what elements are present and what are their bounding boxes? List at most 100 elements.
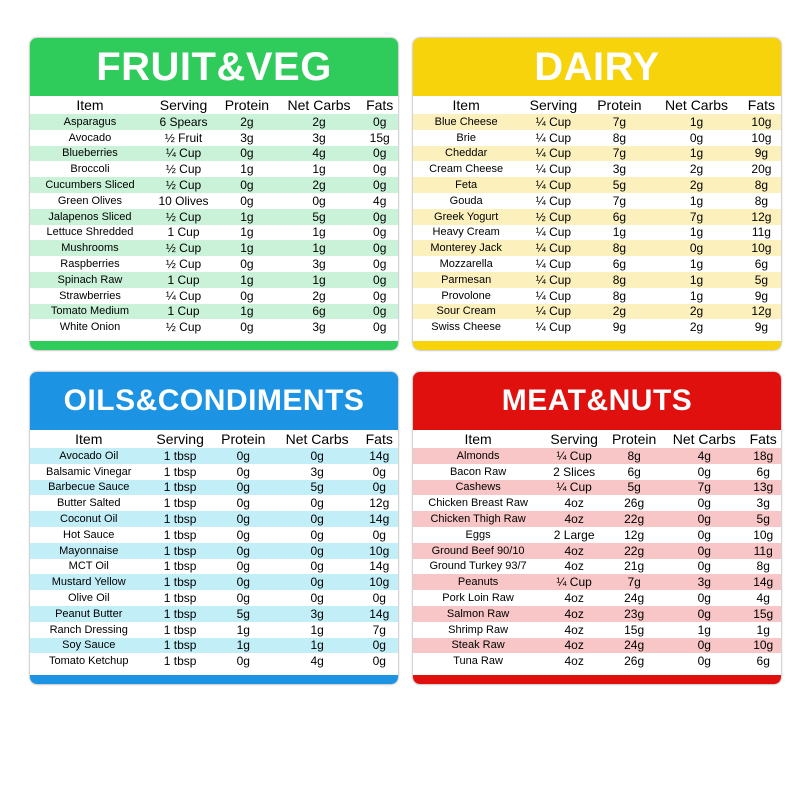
table-cell: Mayonnaise bbox=[59, 544, 119, 557]
table-cell: 1g bbox=[689, 193, 704, 208]
table-cell: 11g bbox=[753, 543, 773, 558]
table-cell: 14g bbox=[369, 606, 390, 621]
table-row: Broccoli ½ Cup 1g 1g 0g bbox=[30, 161, 398, 177]
table-cell: 8g bbox=[612, 272, 627, 287]
table-cell: ¼ Cup bbox=[535, 178, 572, 193]
table-cell: ½ Cup bbox=[165, 257, 202, 272]
table-cell: 5g bbox=[754, 272, 769, 287]
table-row: Soy Sauce 1 tbsp 1g 1g 0g bbox=[30, 637, 398, 654]
table-cell: Peanuts bbox=[457, 576, 499, 589]
table-cell: 1g bbox=[689, 225, 704, 240]
table-cell: 0g bbox=[697, 512, 711, 527]
table-cell: 0g bbox=[373, 225, 387, 240]
table-cell: 0g bbox=[310, 448, 324, 463]
table-row: Cucumbers Sliced ½ Cup 0g 2g 0g bbox=[30, 177, 398, 193]
table-cell: 2g bbox=[689, 320, 704, 335]
table-cell: ¼ Cup bbox=[535, 320, 572, 335]
table-row: Cream Cheese ¼ Cup 3g 2g 20g bbox=[413, 161, 781, 177]
header-row: Item Serving Protein Net Carbs Fats bbox=[413, 430, 781, 448]
header-row: Item Serving Protein Net Carbs Fats bbox=[30, 96, 398, 114]
column-header: Protein bbox=[597, 97, 642, 113]
table-cell: 0g bbox=[372, 591, 386, 606]
table-cell: 0g bbox=[236, 591, 250, 606]
table-cell: 10g bbox=[753, 527, 774, 542]
table-cell: ¼ Cup bbox=[165, 146, 202, 161]
table-row: Steak Raw 4oz 24g 0g 10g bbox=[413, 637, 781, 654]
table-row: Tomato Ketchup 1 tbsp 0g 4g 0g bbox=[30, 653, 398, 669]
column-header: Fats bbox=[366, 97, 394, 113]
table-cell: 4g bbox=[697, 448, 711, 463]
table-cell: 9g bbox=[754, 320, 769, 335]
table-cell: 1 tbsp bbox=[163, 464, 197, 479]
column-header: Serving bbox=[529, 97, 578, 113]
table-cell: Blueberries bbox=[62, 147, 118, 160]
table-cell: ¼ Cup bbox=[535, 162, 572, 177]
table-cell: 1 tbsp bbox=[163, 496, 197, 511]
table-cell: 5g bbox=[310, 480, 324, 495]
table-cell: 1g bbox=[689, 114, 704, 129]
table-cell: 1g bbox=[312, 225, 326, 240]
column-header: Item bbox=[76, 97, 104, 113]
table-cell: 7g bbox=[372, 622, 386, 637]
table-cell: 3g bbox=[612, 162, 627, 177]
table-cell: 2g bbox=[312, 288, 326, 303]
table-cell: Steak Raw bbox=[451, 639, 505, 652]
table-cell: Olive Oil bbox=[67, 592, 110, 605]
table-cell: ¼ Cup bbox=[535, 241, 572, 256]
table-row: Balsamic Vinegar 1 tbsp 0g 3g 0g bbox=[30, 464, 398, 480]
table-cell: 7g bbox=[612, 146, 627, 161]
table-cell: 0g bbox=[240, 288, 254, 303]
table-cell: 5g bbox=[627, 480, 641, 495]
table-cell: ¼ Cup bbox=[535, 146, 572, 161]
table-cell: 3g bbox=[697, 575, 711, 590]
table-cell: Cream Cheese bbox=[429, 163, 504, 176]
table-cell: 0g bbox=[310, 527, 324, 542]
table-cell: 4oz bbox=[564, 654, 584, 669]
column-header: Serving bbox=[550, 431, 598, 447]
table-cell: 22g bbox=[624, 512, 645, 527]
table-cell: Tomato Medium bbox=[50, 305, 130, 318]
table-cell: 3g bbox=[310, 606, 324, 621]
table-cell: ½ Cup bbox=[165, 178, 202, 193]
table-cell: Provolone bbox=[441, 289, 491, 302]
table-cell: 2g bbox=[689, 178, 704, 193]
table-cell: Salmon Raw bbox=[446, 607, 510, 620]
table-cell: 15g bbox=[753, 606, 774, 621]
table-row: Provolone ¼ Cup 8g 1g 9g bbox=[413, 288, 781, 304]
table-cell: Pork Loin Raw bbox=[442, 592, 514, 605]
table-cell: 1g bbox=[689, 257, 704, 272]
table-cell: 1g bbox=[312, 272, 326, 287]
table-cell: 2g bbox=[240, 114, 254, 129]
column-header: Fats bbox=[747, 97, 776, 113]
table-cell: 8g bbox=[612, 241, 627, 256]
table-cell: 1 tbsp bbox=[163, 512, 197, 527]
table-cell: 4oz bbox=[564, 496, 584, 511]
table-cell: 4oz bbox=[564, 638, 584, 653]
table-cell: 0g bbox=[697, 638, 711, 653]
header-row: Item Serving Protein Net Carbs Fats bbox=[413, 96, 781, 114]
table-cell: 10g bbox=[751, 241, 772, 256]
table-cell: 1 tbsp bbox=[163, 527, 197, 542]
table-cell: 2g bbox=[612, 304, 627, 319]
table-cell: 0g bbox=[236, 543, 250, 558]
table-cell: 0g bbox=[372, 654, 386, 669]
table-cell: Mushrooms bbox=[61, 242, 119, 255]
table-cell: Peanut Butter bbox=[55, 607, 123, 620]
table-row: Avocado Oil 1 tbsp 0g 0g 14g bbox=[30, 448, 398, 464]
table-cell: 7g bbox=[697, 480, 711, 495]
table-cell: 1g bbox=[240, 209, 254, 224]
table-cell: 1g bbox=[697, 622, 711, 637]
table-cell: 5g bbox=[236, 606, 250, 621]
table-cell: 1 Cup bbox=[167, 272, 200, 287]
table-cell: 6g bbox=[756, 464, 770, 479]
table-cell: 8g bbox=[612, 288, 627, 303]
table-cell: 1g bbox=[236, 638, 250, 653]
column-header: Net Carbs bbox=[287, 97, 351, 113]
column-header: Net Carbs bbox=[285, 431, 349, 447]
table-row: Mustard Yellow 1 tbsp 0g 0g 10g bbox=[30, 574, 398, 591]
table-cell: 0g bbox=[372, 527, 386, 542]
table-cell: 0g bbox=[240, 320, 254, 335]
table-cell: 6g bbox=[612, 257, 627, 272]
table-cell: 6g bbox=[312, 304, 326, 319]
table-cell: 0g bbox=[240, 257, 254, 272]
